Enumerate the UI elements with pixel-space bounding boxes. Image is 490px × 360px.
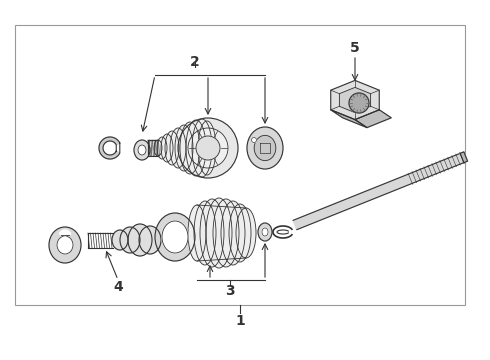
- Ellipse shape: [262, 228, 268, 236]
- Polygon shape: [340, 87, 370, 113]
- Circle shape: [196, 136, 220, 160]
- Ellipse shape: [134, 140, 150, 160]
- Ellipse shape: [213, 199, 239, 267]
- Bar: [15, 25, 465, 305]
- Ellipse shape: [154, 140, 162, 156]
- Ellipse shape: [254, 135, 276, 161]
- Ellipse shape: [57, 236, 73, 254]
- Ellipse shape: [221, 201, 245, 265]
- Text: 4: 4: [113, 280, 123, 294]
- Polygon shape: [460, 152, 467, 163]
- Ellipse shape: [236, 208, 256, 258]
- Ellipse shape: [200, 199, 224, 267]
- Circle shape: [349, 93, 369, 113]
- Wedge shape: [59, 230, 71, 236]
- Ellipse shape: [162, 221, 188, 253]
- Polygon shape: [99, 137, 120, 159]
- Ellipse shape: [180, 122, 200, 174]
- Ellipse shape: [186, 120, 206, 176]
- Ellipse shape: [229, 204, 251, 262]
- Polygon shape: [355, 110, 391, 127]
- Ellipse shape: [138, 145, 146, 155]
- Circle shape: [178, 118, 238, 178]
- Ellipse shape: [120, 227, 140, 253]
- Text: 1: 1: [235, 314, 245, 328]
- Ellipse shape: [206, 198, 232, 268]
- Ellipse shape: [170, 128, 186, 168]
- Polygon shape: [293, 153, 464, 230]
- Text: 2: 2: [190, 55, 200, 69]
- Ellipse shape: [49, 227, 81, 263]
- Circle shape: [188, 128, 228, 168]
- Ellipse shape: [128, 224, 152, 256]
- Polygon shape: [331, 80, 379, 120]
- Ellipse shape: [139, 226, 161, 254]
- Ellipse shape: [112, 230, 128, 250]
- Ellipse shape: [258, 223, 272, 241]
- Ellipse shape: [194, 201, 216, 265]
- Ellipse shape: [175, 125, 193, 171]
- Text: 3: 3: [225, 284, 235, 298]
- Ellipse shape: [188, 205, 206, 261]
- Ellipse shape: [165, 131, 179, 165]
- Ellipse shape: [192, 119, 212, 177]
- Text: 5: 5: [350, 41, 360, 55]
- Polygon shape: [331, 110, 367, 127]
- Ellipse shape: [155, 213, 195, 261]
- Ellipse shape: [247, 127, 283, 169]
- Ellipse shape: [198, 121, 216, 175]
- Circle shape: [251, 138, 256, 143]
- Ellipse shape: [161, 134, 173, 162]
- Ellipse shape: [157, 137, 167, 159]
